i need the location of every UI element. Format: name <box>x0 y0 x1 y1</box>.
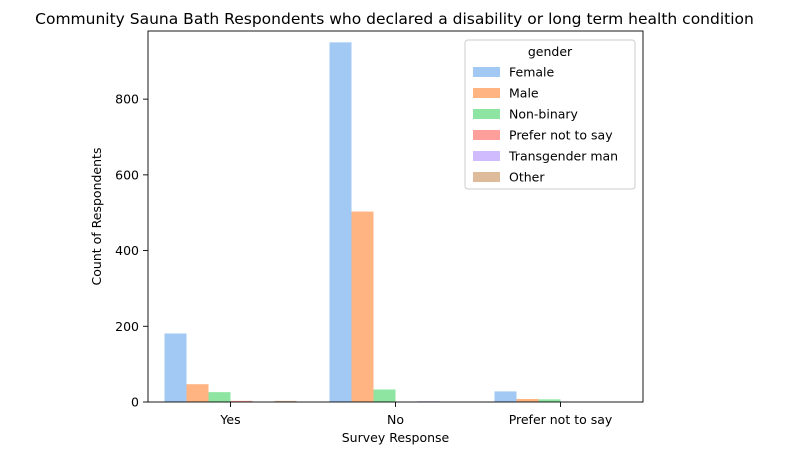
legend: gender Female Male Non-binary Prefer not to… <box>464 39 636 190</box>
bar-no-non-binary <box>373 389 396 402</box>
bar-prefer-not-to-say-non-binary <box>538 399 561 402</box>
legend-label-female: Female <box>509 65 555 80</box>
y-tick-label: 0 <box>131 395 139 410</box>
x-tick-label-yes: Yes <box>219 412 240 427</box>
legend-label-transgender-man: Transgender man <box>508 149 618 164</box>
x-axis-label: Survey Response <box>342 430 450 445</box>
y-tick-label: 800 <box>115 92 139 107</box>
legend-swatch-male <box>473 88 500 98</box>
legend-swatch-non-binary <box>473 109 500 119</box>
bar-no-female <box>329 42 352 403</box>
x-tick-label-no: No <box>387 412 404 427</box>
bar-yes-other <box>274 400 297 402</box>
y-axis-ticks: 0 200 400 600 800 <box>115 92 148 410</box>
bar-yes-prefer-not-to-say <box>230 400 253 402</box>
chart-title: Community Sauna Bath Respondents who dec… <box>35 10 754 28</box>
legend-title: gender <box>528 44 573 59</box>
legend-items: Female Male Non-binary Prefer not to say Tra… <box>473 65 618 185</box>
legend-label-male: Male <box>509 86 539 101</box>
legend-frame <box>464 39 636 190</box>
bars-group <box>164 42 561 403</box>
y-tick-label: 400 <box>115 243 139 258</box>
legend-swatch-transgender-man <box>473 151 500 161</box>
bar-no-male <box>351 211 374 402</box>
legend-label-other: Other <box>509 170 545 185</box>
x-axis-ticks: Yes No Prefer not to say <box>219 402 613 427</box>
legend-label-prefer-not-to-say: Prefer not to say <box>509 128 613 143</box>
bar-prefer-not-to-say-male <box>516 398 539 402</box>
bar-prefer-not-to-say-female <box>494 391 517 402</box>
bar-yes-female <box>164 333 187 402</box>
y-tick-label: 600 <box>115 167 139 182</box>
legend-label-non-binary: Non-binary <box>509 107 579 122</box>
y-tick-label: 200 <box>115 319 139 334</box>
bar-yes-male <box>186 384 209 402</box>
bar-yes-non-binary <box>208 392 231 402</box>
legend-swatch-female <box>473 67 500 77</box>
legend-swatch-prefer-not-to-say <box>473 130 500 140</box>
legend-swatch-other <box>473 172 500 182</box>
x-tick-label-prefer-not-to-say: Prefer not to say <box>509 412 613 427</box>
y-axis-label: Count of Respondents <box>89 148 104 286</box>
